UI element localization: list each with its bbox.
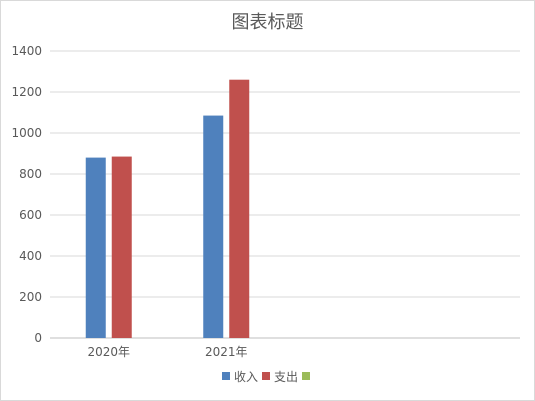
legend-swatch: [262, 372, 270, 380]
x-tick-label: 2020年: [87, 345, 130, 359]
y-tick-label: 200: [19, 290, 42, 304]
legend-swatch: [302, 372, 310, 380]
legend-label: 支出: [274, 370, 298, 384]
bar: [85, 157, 106, 338]
y-tick-label: 0: [34, 331, 42, 345]
y-tick-label: 1200: [11, 85, 42, 99]
legend-swatch: [222, 372, 230, 380]
y-tick-label: 600: [19, 208, 42, 222]
y-tick-label: 400: [19, 249, 42, 263]
chart-title: 图表标题: [231, 12, 304, 33]
legend-label: 收入: [234, 370, 258, 384]
y-tick-label: 1400: [11, 44, 42, 58]
y-tick-label: 1000: [11, 126, 42, 140]
bar: [229, 79, 250, 338]
y-tick-label: 800: [19, 167, 42, 181]
bar: [203, 115, 224, 338]
bar: [111, 156, 132, 338]
x-tick-label: 2021年: [205, 345, 248, 359]
